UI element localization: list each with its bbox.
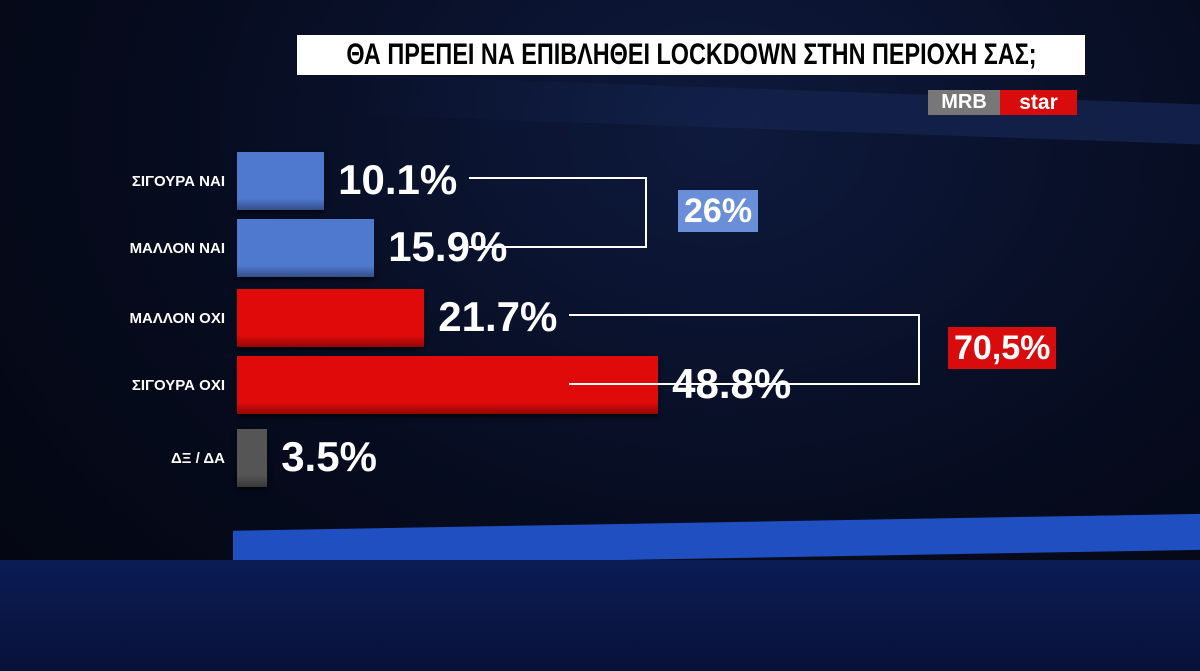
group-total: 26% xyxy=(678,189,759,232)
title-box: ΘΑ ΠΡΕΠΕΙ ΝΑ ΕΠΙΒΛΗΘΕΙ LOCKDOWN ΣΤΗΝ ΠΕΡ… xyxy=(297,35,1085,75)
value-label: 10.1% xyxy=(338,156,458,203)
logo-right: star xyxy=(1000,90,1077,115)
value-label: 3.5% xyxy=(281,433,377,480)
bar xyxy=(237,429,268,487)
bg-stripe xyxy=(233,513,1200,567)
category-label: ΣΙΓΟΥΡΑ ΟΧΙ xyxy=(131,376,225,394)
value-label: 21.7% xyxy=(438,293,558,340)
bg-stripe xyxy=(0,560,1200,671)
bar xyxy=(237,152,325,210)
bar xyxy=(237,219,375,277)
chart-title: ΘΑ ΠΡΕΠΕΙ ΝΑ ΕΠΙΒΛΗΘΕΙ LOCKDOWN ΣΤΗΝ ΠΕΡ… xyxy=(345,38,1037,71)
group-total: 70,5% xyxy=(948,326,1057,369)
logo-left: MRB xyxy=(928,90,1000,115)
category-label: ΜΑΛΛΟΝ ΝΑΙ xyxy=(129,239,225,257)
bar xyxy=(237,289,425,347)
category-label: ΣΙΓΟΥΡΑ ΝΑΙ xyxy=(131,172,225,190)
category-label: ΜΑΛΛΟΝ ΟΧΙ xyxy=(129,309,225,327)
category-label: ΔΞ / ΔΑ xyxy=(171,449,225,467)
bracket xyxy=(469,177,647,248)
bracket xyxy=(569,314,920,385)
bar xyxy=(237,356,659,414)
